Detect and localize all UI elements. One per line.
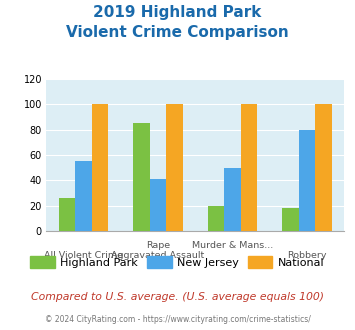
Bar <box>92 105 108 231</box>
Bar <box>59 198 75 231</box>
Bar <box>283 208 299 231</box>
Text: Violent Crime Comparison: Violent Crime Comparison <box>66 25 289 40</box>
Bar <box>133 123 150 231</box>
Bar <box>224 168 241 231</box>
Bar <box>241 105 257 231</box>
Bar <box>150 179 166 231</box>
Legend: Highland Park, New Jersey, National: Highland Park, New Jersey, National <box>26 251 329 272</box>
Bar <box>208 206 224 231</box>
Text: Robbery: Robbery <box>287 251 327 260</box>
Bar <box>75 161 92 231</box>
Text: Murder & Mans...: Murder & Mans... <box>192 241 273 250</box>
Text: All Violent Crime: All Violent Crime <box>44 251 123 260</box>
Bar <box>299 130 315 231</box>
Text: © 2024 CityRating.com - https://www.cityrating.com/crime-statistics/: © 2024 CityRating.com - https://www.city… <box>45 315 310 324</box>
Text: 2019 Highland Park: 2019 Highland Park <box>93 5 262 20</box>
Text: Aggravated Assault: Aggravated Assault <box>111 251 204 260</box>
Text: Rape: Rape <box>146 241 170 250</box>
Text: Compared to U.S. average. (U.S. average equals 100): Compared to U.S. average. (U.S. average … <box>31 292 324 302</box>
Bar <box>315 105 332 231</box>
Bar <box>166 105 182 231</box>
